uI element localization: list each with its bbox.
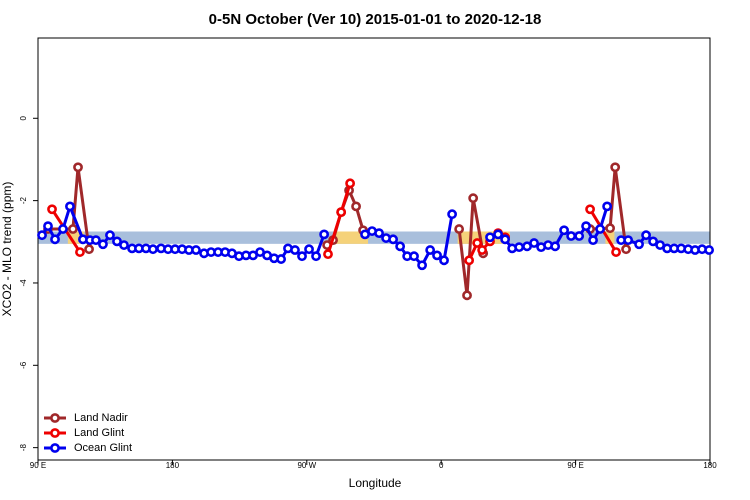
x-tick-label: 180 xyxy=(703,461,717,470)
data-point xyxy=(84,244,94,255)
data-point xyxy=(112,236,122,247)
data-point xyxy=(297,251,307,262)
land-span xyxy=(605,231,615,244)
x-tick-label: 90 E xyxy=(567,461,583,470)
data-point xyxy=(468,193,479,204)
data-point xyxy=(37,230,47,241)
series-line xyxy=(48,167,628,296)
data-point xyxy=(493,229,503,240)
data-point xyxy=(47,204,57,215)
data-point xyxy=(611,247,621,257)
data-point xyxy=(574,231,585,241)
data-point xyxy=(276,254,287,264)
data-point xyxy=(529,238,539,248)
data-point xyxy=(395,241,406,252)
data-point xyxy=(559,225,570,236)
data-point xyxy=(454,224,465,234)
data-point xyxy=(148,244,158,255)
data-point xyxy=(462,290,472,301)
data-point xyxy=(648,236,659,247)
data-point xyxy=(550,241,561,252)
legend-marker xyxy=(50,413,60,423)
data-point xyxy=(641,230,651,241)
data-point xyxy=(98,239,108,250)
data-point xyxy=(345,178,356,189)
legend-label: Land Nadir xyxy=(74,412,128,424)
data-point xyxy=(319,229,330,240)
y-axis-label: XCO2 - MLO trend (ppm) xyxy=(0,182,14,317)
y-tick-label: -2 xyxy=(19,197,28,205)
data-point xyxy=(323,249,333,260)
data-point xyxy=(119,240,129,250)
data-point xyxy=(43,221,53,232)
data-point xyxy=(464,255,475,266)
data-point xyxy=(485,232,495,243)
y-tick-label: -8 xyxy=(19,444,28,452)
data-point xyxy=(447,209,458,220)
x-axis-label: Longitude xyxy=(349,476,402,490)
data-point xyxy=(500,234,511,245)
data-point xyxy=(566,231,577,241)
data-point xyxy=(91,235,101,246)
data-point xyxy=(477,245,488,255)
data-point xyxy=(409,251,419,262)
data-point xyxy=(623,235,634,246)
x-tick-label: 90 W xyxy=(297,461,316,470)
data-point xyxy=(588,235,598,246)
data-point xyxy=(351,201,361,212)
data-point xyxy=(439,255,449,266)
data-point xyxy=(602,201,613,212)
x-tick-label: 90 E xyxy=(30,461,46,470)
x-tick-label: 0 xyxy=(439,461,444,470)
legend-marker xyxy=(50,428,60,438)
legend-label: Ocean Glint xyxy=(74,442,132,454)
data-point xyxy=(472,238,483,248)
y-tick-label: 0 xyxy=(19,116,28,121)
data-point xyxy=(581,221,591,232)
data-point xyxy=(290,245,300,255)
legend-marker xyxy=(50,443,60,453)
x-tick-label: 180 xyxy=(166,461,180,470)
data-point xyxy=(336,207,347,218)
chart-title: 0-5N October (Ver 10) 2015-01-01 to 2020… xyxy=(209,11,542,28)
data-point xyxy=(50,234,60,245)
y-tick-label: -4 xyxy=(19,279,28,287)
data-point xyxy=(432,250,442,261)
y-tick-label: -6 xyxy=(19,361,28,369)
data-point xyxy=(68,224,78,234)
data-point xyxy=(58,224,68,234)
data-point xyxy=(605,223,615,234)
data-point xyxy=(73,162,83,173)
data-point xyxy=(105,230,115,241)
data-point xyxy=(191,245,201,255)
land-span xyxy=(335,231,369,244)
data-point xyxy=(585,204,595,215)
reference-band xyxy=(38,231,710,244)
data-point xyxy=(388,234,399,245)
data-point xyxy=(634,239,644,250)
data-point xyxy=(65,201,75,212)
data-point xyxy=(311,251,321,262)
data-point xyxy=(75,247,85,257)
data-point xyxy=(610,162,621,173)
data-point xyxy=(417,260,427,271)
legend-label: Land Glint xyxy=(74,427,124,439)
data-point xyxy=(425,245,436,255)
data-point xyxy=(304,244,314,255)
data-point xyxy=(621,244,631,255)
data-point xyxy=(595,224,605,234)
data-point xyxy=(514,242,525,253)
data-point xyxy=(704,245,715,255)
data-point xyxy=(374,228,384,239)
